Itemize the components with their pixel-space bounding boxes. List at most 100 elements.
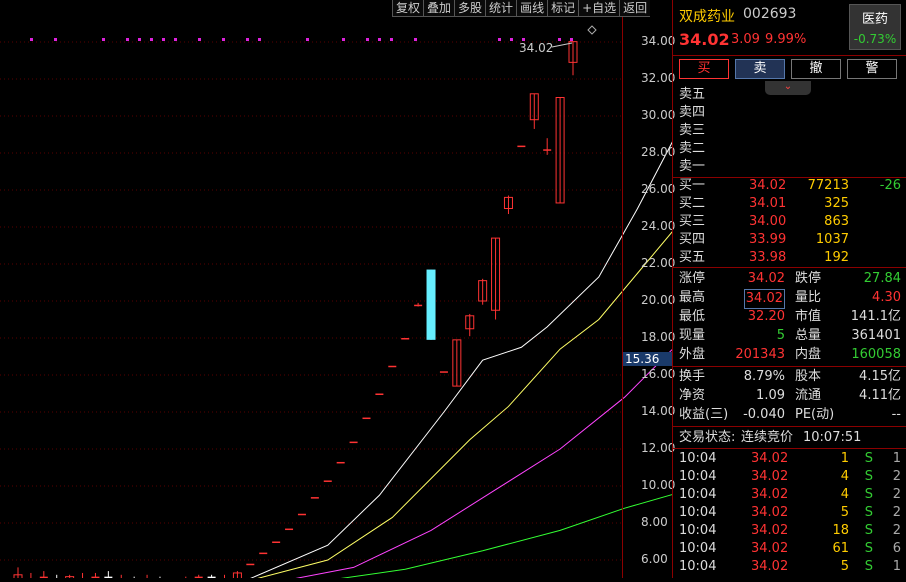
sell-button[interactable]: 卖 xyxy=(735,59,785,79)
buy-row: 买二 34.01 325 xyxy=(673,195,906,213)
fin-label: 收益(三) xyxy=(679,406,728,424)
tick-count: 2 xyxy=(893,522,901,540)
quote-panel: 双成药业 002693 34.02 3.09 9.99% 医药 -0.73% 买… xyxy=(672,0,906,578)
ma-line-ma10 xyxy=(18,190,672,578)
buy-button[interactable]: 买 xyxy=(679,59,729,79)
stock-change: 3.09 xyxy=(731,32,760,47)
tick-count: 1 xyxy=(893,558,901,576)
tick-time: 10:04 xyxy=(679,504,716,522)
tick-row: 10:04 34.02 61 S 6 xyxy=(673,540,906,558)
tick-side: S xyxy=(865,504,873,522)
tick-price: 34.02 xyxy=(751,450,788,468)
candle xyxy=(337,462,345,464)
price-axis: 34.00 32.00 30.00 28.00 26.00 24.00 22.00 20.00… xyxy=(622,0,672,578)
stat-label: 外盘 xyxy=(679,346,705,364)
ma-line-ma5 xyxy=(18,109,672,578)
sector-name: 医药 xyxy=(850,8,900,27)
tick-row: 10:04 34.02 4 S 2 xyxy=(673,486,906,504)
signal-dot xyxy=(246,38,249,41)
buy-price: 34.01 xyxy=(749,195,786,213)
candle xyxy=(233,571,241,578)
tick-price: 34.02 xyxy=(751,522,788,540)
buy-row: 买四 33.99 1037 xyxy=(673,231,906,249)
tick-count: 2 xyxy=(893,486,901,504)
signal-dot xyxy=(390,38,393,41)
stat-value: 201343 xyxy=(735,346,785,364)
cancel-button[interactable]: 撤 xyxy=(791,59,841,79)
kline-chart[interactable]: 34.02 34.00 32.00 30.00 28.00 26.00 24.00 22.0… xyxy=(0,0,672,578)
buy-price: 33.98 xyxy=(749,249,786,267)
candle xyxy=(492,238,500,319)
diamond-icon[interactable] xyxy=(588,26,596,34)
status-value: 连续竞价 xyxy=(741,429,793,447)
candle xyxy=(453,340,461,386)
toolbar-button-6[interactable]: +自选 xyxy=(578,0,619,17)
signal-dot xyxy=(570,38,573,41)
candle xyxy=(27,573,35,578)
sell-label: 卖二 xyxy=(679,140,705,158)
buy-price: 34.02 xyxy=(749,177,786,195)
buy-volume: 1037 xyxy=(816,231,849,249)
tick-row: 10:04 34.02 4 S 2 xyxy=(673,468,906,486)
candle xyxy=(324,480,332,482)
signal-dot xyxy=(378,38,381,41)
toolbar-button-7[interactable]: 返回 xyxy=(619,0,650,17)
ma-line-ma20 xyxy=(18,292,672,578)
stock-price: 34.02 xyxy=(679,30,730,49)
tick-price: 34.02 xyxy=(751,558,788,576)
candle xyxy=(479,279,487,305)
status-time: 10:07:51 xyxy=(803,429,861,447)
sell-label: 卖一 xyxy=(679,158,705,176)
candle xyxy=(440,371,448,373)
toolbar-button-4[interactable]: 画线 xyxy=(516,0,547,17)
fin-value: 4.15亿 xyxy=(859,368,901,386)
signal-dot xyxy=(126,38,129,41)
stat-value: 160058 xyxy=(851,346,901,364)
toolbar-button-3[interactable]: 统计 xyxy=(485,0,516,17)
candle xyxy=(298,514,306,516)
candle xyxy=(104,571,112,578)
chart-toolbar: 复权 叠加 多股 统计 画线 标记 +自选 返回 xyxy=(392,0,650,17)
tick-volume: 1 xyxy=(841,450,849,468)
tick-count: 2 xyxy=(893,468,901,486)
tick-volume: 18 xyxy=(832,522,849,540)
candle xyxy=(350,442,358,444)
candle xyxy=(91,573,99,578)
buy-label: 买四 xyxy=(679,231,705,249)
signal-dot xyxy=(510,38,513,41)
signal-dot xyxy=(102,38,105,41)
signal-dot xyxy=(138,38,141,41)
finance-row: 净资 1.09 流通 4.11亿 xyxy=(673,387,906,405)
candle xyxy=(311,497,319,499)
status-label: 交易状态: xyxy=(679,429,735,447)
candle xyxy=(362,418,370,420)
toolbar-button-2[interactable]: 多股 xyxy=(454,0,485,17)
candle xyxy=(543,138,551,155)
fin-value: -- xyxy=(892,406,901,424)
sell-label: 卖四 xyxy=(679,104,705,122)
signal-dot xyxy=(222,38,225,41)
alert-button[interactable]: 警 xyxy=(847,59,897,79)
last-price-tag: 15.36 xyxy=(623,352,673,366)
tick-volume: 5 xyxy=(841,504,849,522)
sector-button[interactable]: 医药 -0.73% xyxy=(849,4,901,50)
toolbar-button-5[interactable]: 标记 xyxy=(547,0,578,17)
tick-count: 1 xyxy=(893,450,901,468)
tick-volume: 4 xyxy=(841,486,849,504)
tick-row: 10:04 34.02 1 S 1 xyxy=(673,450,906,468)
candle xyxy=(517,146,525,148)
buy-row: 买一 34.02 77213 -26 xyxy=(673,177,906,195)
signal-dot xyxy=(54,38,57,41)
stat-label: 最高 xyxy=(679,289,705,307)
signal-dot xyxy=(198,38,201,41)
candle xyxy=(40,571,48,578)
tick-time: 10:04 xyxy=(679,558,716,576)
signal-dot xyxy=(30,38,33,41)
toolbar-button-1[interactable]: 叠加 xyxy=(423,0,454,17)
tick-row: 10:04 34.02 18 S 2 xyxy=(673,522,906,540)
signal-dot xyxy=(306,38,309,41)
candle xyxy=(401,338,409,340)
signal-dot xyxy=(342,38,345,41)
buy-row: 买三 34.00 863 xyxy=(673,213,906,231)
toolbar-button-0[interactable]: 复权 xyxy=(392,0,423,17)
